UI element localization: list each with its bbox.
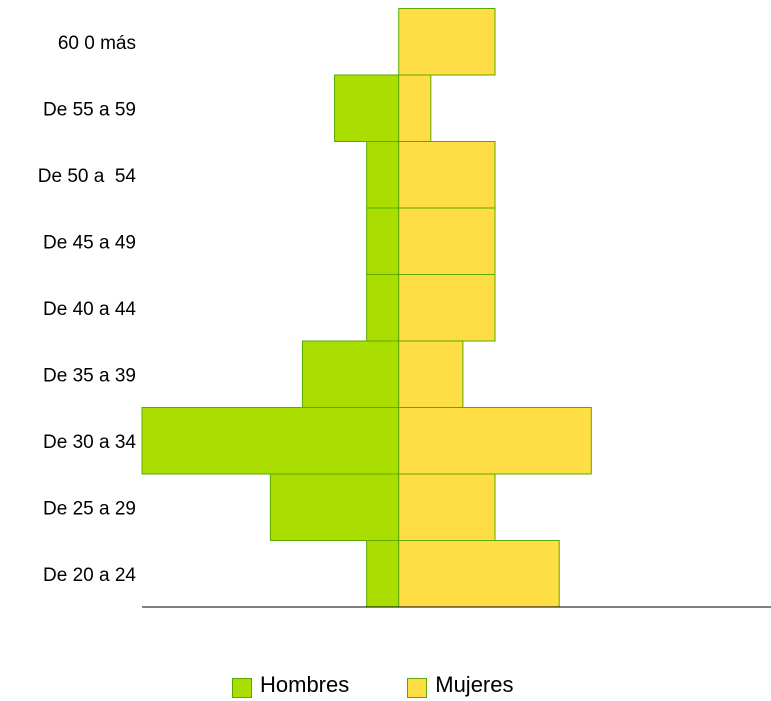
bar-hombres-de-30-a-34 [141,407,400,475]
bar-hombres-de-45-a-49 [366,207,400,275]
legend-swatch-mujeres [407,678,428,698]
bar-mujeres-de-50-a-54 [398,141,496,209]
bar-mujeres-60-0-más [398,8,496,76]
legend-item-mujeres: Mujeres [407,672,514,698]
bar-mujeres-de-25-a-29 [398,473,496,541]
category-label-de-40-a-44: De 40 a 44 [43,299,136,320]
category-labels-group: De 20 a 24 De 25 a 29 De 30 a 34 De 35 a 39… [38,33,137,586]
bar-hombres-de-35-a-39 [301,340,400,408]
legend-label-mujeres: Mujeres [435,672,514,697]
bar-hombres-de-40-a-44 [366,274,400,342]
category-label-de-45-a-49: De 45 a 49 [43,232,136,253]
category-label-de-55-a-59: De 55 a 59 [43,99,136,120]
category-label-de-25-a-29: De 25 a 29 [43,498,136,519]
bar-mujeres-de-35-a-39 [398,340,464,408]
bar-mujeres-de-55-a-59 [398,74,432,142]
bar-mujeres-de-30-a-34 [398,407,592,475]
category-label-de-50-a-54: De 50 a 54 [38,166,137,187]
bar-mujeres-de-20-a-24 [398,540,560,608]
legend-swatch-hombres [232,678,252,698]
category-label-60-0-más: 60 0 más [58,33,136,54]
category-label-de-20-a-24: De 20 a 24 [43,565,136,586]
bar-mujeres-de-45-a-49 [398,207,496,275]
bar-hombres-de-55-a-59 [334,74,400,142]
bar-hombres-de-20-a-24 [366,540,400,608]
legend-item-hombres: Hombres [232,672,349,698]
bar-hombres-de-25-a-29 [269,473,400,541]
legend: Hombres Mujeres [232,672,514,698]
bar-mujeres-de-40-a-44 [398,274,496,342]
category-label-de-30-a-34: De 30 a 34 [43,432,136,453]
bar-hombres-de-50-a-54 [366,141,400,209]
legend-label-hombres: Hombres [260,672,350,697]
bars-group [141,8,592,608]
category-label-de-35-a-39: De 35 a 39 [43,365,136,386]
